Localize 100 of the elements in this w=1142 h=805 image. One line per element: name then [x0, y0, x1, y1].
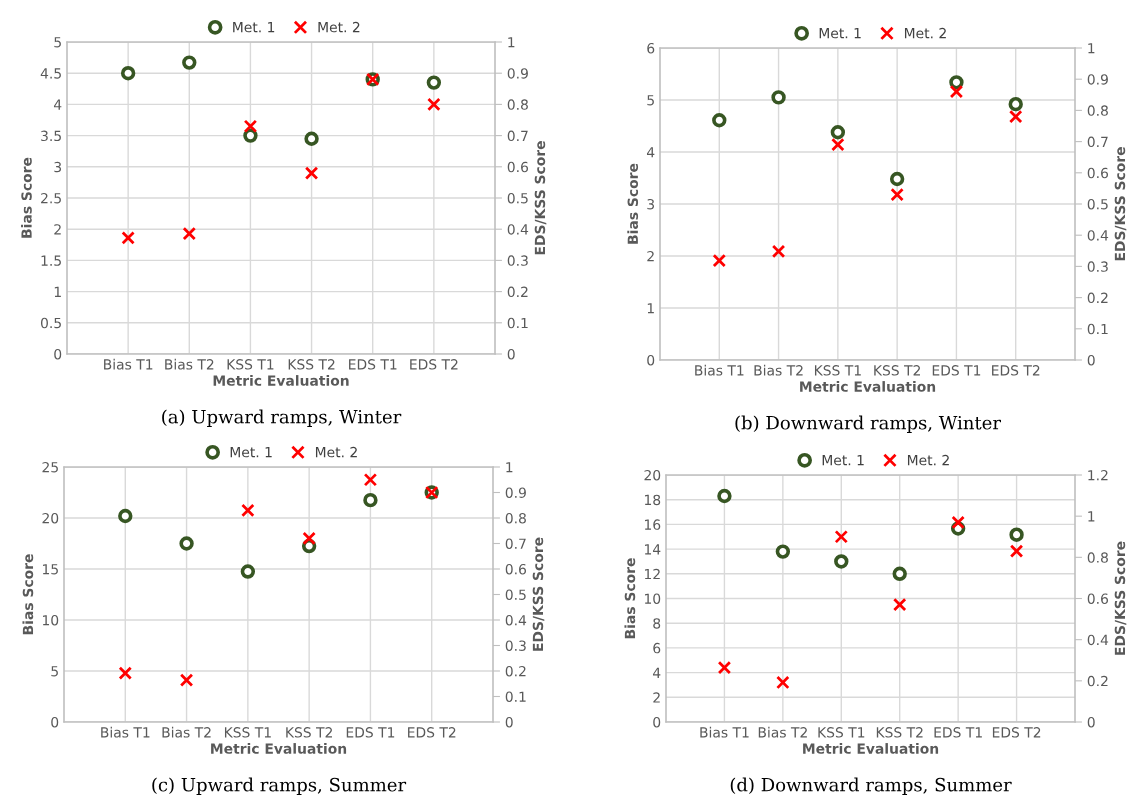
x-tick-label: Bias T1 — [104, 358, 153, 370]
x-tick-label: Bias T2 — [162, 726, 211, 738]
x-tick-label: EDS T2 — [408, 727, 456, 738]
y2-tick-label: 0.4 — [507, 224, 529, 235]
y-tick-label: 5 — [51, 666, 58, 677]
y-tick-label: 5 — [54, 37, 61, 48]
y2-tick-label: 0.2 — [1087, 292, 1108, 304]
y2-tick-label: 1.2 — [1088, 469, 1108, 481]
text: (c) Upward ramps, Summer — [152, 777, 407, 796]
legend-label: Met. 2 — [904, 27, 946, 39]
y2-tick-label: 0 — [1087, 716, 1095, 728]
y2-tick-label: 0.1 — [507, 317, 528, 329]
y2-tick-label: 0.9 — [505, 487, 526, 498]
y-tick-label: 0 — [647, 354, 655, 366]
y2-tick-label: 0.3 — [507, 255, 528, 266]
x-tick-label: Bias T2 — [754, 364, 803, 376]
x-tick-label: EDS T1 — [932, 365, 981, 376]
x-tick-label: Bias T2 — [165, 358, 214, 370]
y2-tick-label: 0.7 — [505, 538, 526, 549]
x-tick-label: KSS T1 — [224, 727, 271, 738]
y-tick-label: 16 — [644, 519, 661, 530]
y2-tick-label: 1 — [1088, 511, 1095, 522]
y2-tick-label: 1 — [1088, 43, 1095, 54]
y2-tick-label: 0.7 — [1087, 136, 1108, 148]
y-tick-label: 2 — [647, 250, 654, 262]
y-tick-label: 4 — [646, 147, 655, 158]
x-axis-title: Metric Evaluation — [800, 381, 936, 392]
y-tick-label: 20 — [42, 512, 59, 524]
y-tick-label: 8 — [653, 618, 661, 629]
y2-tick-label: 0.5 — [505, 589, 526, 600]
x-tick-label: EDS T1 — [346, 727, 395, 738]
y-tick-label: 4.5 — [40, 68, 61, 79]
y2-tick-label: 0.2 — [507, 286, 528, 298]
y2-tick-label: 0.3 — [1087, 261, 1108, 272]
y2-axis-title: EDS/KSS Score — [534, 141, 547, 255]
y-tick-label: 0.5 — [40, 317, 61, 329]
x-tick-label: Bias T1 — [700, 726, 749, 738]
x-tick-label: Bias T1 — [101, 726, 150, 738]
x-tick-label: KSS T2 — [286, 727, 332, 738]
y2-tick-label: 0.5 — [507, 192, 528, 204]
y-axis-title: Bias Score — [22, 554, 34, 635]
y2-tick-label: 0.6 — [505, 563, 527, 575]
y2-tick-label: 0.4 — [505, 614, 527, 626]
y2-tick-label: 0.1 — [1087, 323, 1108, 335]
y-tick-label: 10 — [644, 593, 661, 604]
y-tick-label: 5 — [647, 95, 654, 106]
x-tick-label: EDS T1 — [934, 727, 982, 738]
y-axis-title: Bias Score — [627, 163, 639, 244]
y-axis-title: Bias Score — [21, 157, 32, 238]
y-tick-label: 14 — [644, 544, 661, 555]
y2-tick-label: 0.8 — [507, 99, 528, 110]
y-tick-label: 4 — [53, 99, 62, 110]
x-tick-label: EDS T1 — [349, 359, 397, 370]
y2-axis-title: EDS/KSS Score — [532, 537, 545, 651]
x-tick-label: KSS T1 — [818, 727, 865, 738]
x-axis-title: Metric Evaluation — [213, 375, 349, 386]
x-tick-label: KSS T2 — [876, 727, 923, 738]
legend-label: Met. 1 — [233, 22, 275, 33]
x-tick-label: KSS T1 — [814, 365, 861, 376]
y2-tick-label: 0.9 — [507, 68, 528, 79]
y-tick-label: 6 — [653, 642, 661, 654]
y2-tick-label: 0.8 — [1087, 105, 1108, 116]
y-tick-label: 3 — [54, 161, 62, 173]
y2-tick-label: 1 — [506, 462, 513, 473]
y2-tick-label: 0.5 — [1087, 198, 1108, 210]
y2-tick-label: 0.1 — [505, 691, 526, 702]
x-tick-label: Bias T2 — [758, 726, 807, 738]
x-tick-label: KSS T1 — [227, 359, 274, 370]
x-tick-label: KSS T2 — [874, 365, 920, 376]
y-tick-label: 3 — [647, 198, 655, 210]
y-tick-label: 2 — [54, 224, 61, 235]
y-tick-label: 1.5 — [41, 255, 61, 266]
y2-tick-label: 1 — [508, 37, 515, 48]
y-tick-label: 15 — [42, 564, 58, 575]
x-axis-title: Metric Evaluation — [803, 743, 939, 754]
y-tick-label: 12 — [644, 568, 660, 580]
y-axis-title: Bias Score — [624, 558, 636, 639]
legend-label: Met. 1 — [819, 28, 861, 39]
x-tick-label: Bias T1 — [695, 364, 744, 376]
y2-tick-label: 0.6 — [507, 161, 529, 173]
text: (b) Downward ramps, Winter — [735, 415, 1001, 434]
y2-axis-title: EDS/KSS Score — [1114, 147, 1127, 261]
x-axis-title: Metric Evaluation — [211, 743, 347, 754]
y-tick-label: 6 — [647, 42, 655, 54]
y2-tick-label: 0 — [505, 716, 513, 728]
y-tick-label: 0 — [653, 716, 661, 728]
y-tick-label: 20 — [644, 469, 661, 481]
y-tick-label: 1 — [54, 286, 61, 297]
y-tick-label: 18 — [644, 494, 661, 506]
legend-label: Met. 2 — [318, 21, 360, 33]
y2-tick-label: 0.9 — [1087, 74, 1108, 85]
x-tick-label: EDS T2 — [410, 359, 458, 370]
y2-tick-label: 0.6 — [1087, 167, 1109, 179]
x-tick-label: EDS T2 — [992, 365, 1040, 376]
legend-label: Met. 1 — [230, 447, 272, 458]
text: (d) Downward ramps, Summer — [730, 777, 1012, 796]
y-tick-label: 2.5 — [41, 192, 61, 204]
y2-tick-label: 0 — [1087, 354, 1095, 366]
y-tick-label: 2 — [653, 692, 660, 703]
y-tick-label: 0 — [51, 716, 59, 728]
